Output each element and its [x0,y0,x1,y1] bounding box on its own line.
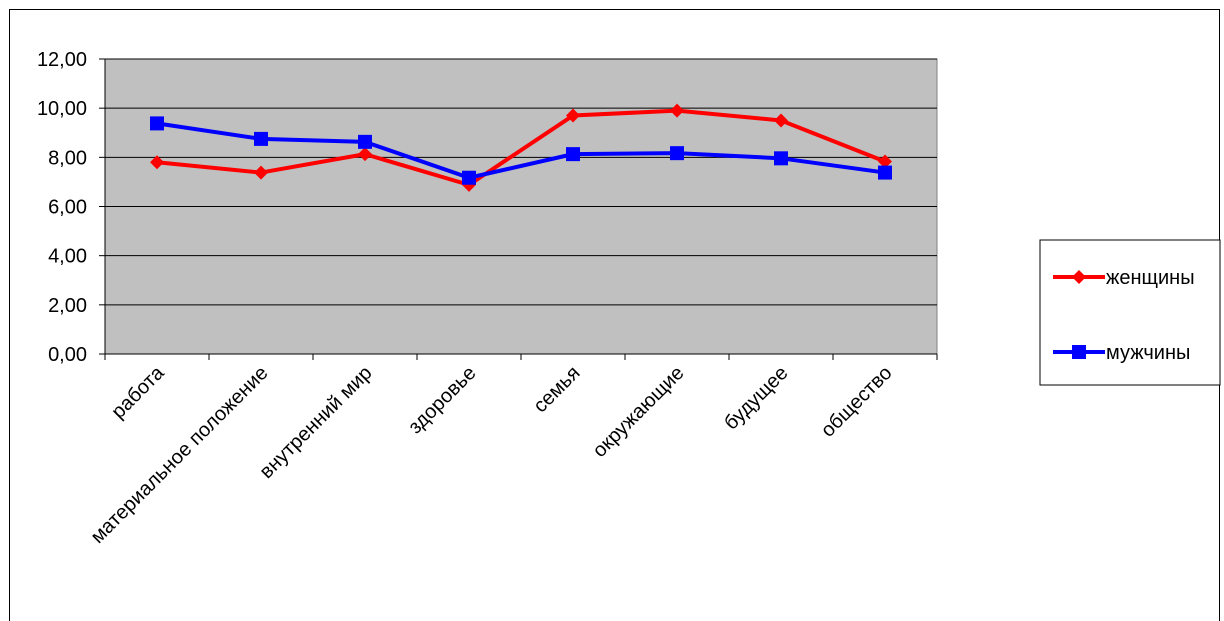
data-point [878,154,892,169]
y-tick-label: 12,00 [37,49,87,71]
grid-lines [105,58,937,306]
y-tick-label: 10,00 [37,98,87,120]
data-point [150,155,164,170]
data-point [774,113,788,128]
series-line [156,121,886,180]
data-point [254,165,268,180]
data-point [670,103,684,118]
data-point [1072,270,1086,284]
y-tick-label: 6,00 [48,197,87,219]
y-tick-label: 2,00 [48,295,87,317]
legend-box [1039,239,1221,386]
series-square [150,116,892,185]
legend-item: женщины [1053,267,1195,289]
y-tick-label: 0,00 [48,344,87,366]
y-tick-label: 8,00 [48,147,87,169]
series [150,103,892,192]
series-line [156,108,886,187]
legend-item: мужчины [1053,342,1190,364]
axes [99,58,938,360]
data-point [150,116,164,131]
data-point [774,151,788,166]
data-point [358,147,372,162]
legend: женщины мужчины [1039,239,1221,386]
data-point [254,131,268,146]
legend-label: мужчины [1106,342,1190,364]
y-tick-label: 4,00 [48,246,87,268]
data-point [462,170,476,185]
data-point [670,146,684,161]
y-tick-labels: 0,00 2,00 4,00 6,00 8,00 10,00 12,00 [37,49,87,366]
data-point [1072,345,1086,359]
data-point [358,134,372,149]
data-point [878,165,892,180]
data-point [566,108,580,123]
legend-label: женщины [1106,267,1195,289]
data-point [566,147,580,162]
